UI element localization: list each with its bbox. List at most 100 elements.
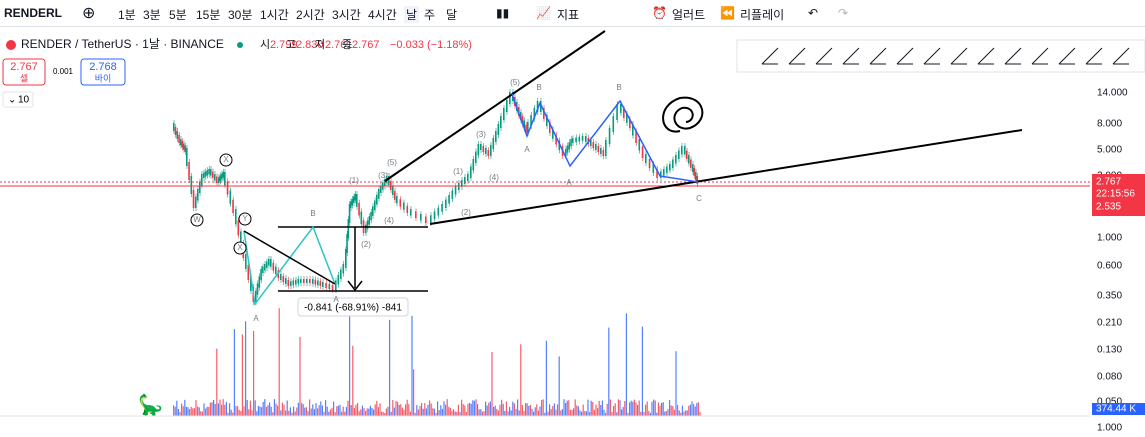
volume-bar [251,410,253,416]
volume-bar [429,400,431,416]
wave-circle [238,212,252,226]
volume-bar [297,402,299,416]
tool-icon[interactable] [1085,47,1103,65]
quantity-box[interactable] [2,91,34,108]
candle [678,150,680,159]
tool-icon[interactable] [1031,47,1049,65]
candle [365,224,367,233]
legend-title: RENDER / TetherUS · 1날 · BINANCE [21,37,224,51]
tool-icon[interactable] [869,47,887,65]
interval-button[interactable]: 15분 [196,8,221,22]
drawing-tools [761,47,1130,65]
candle [270,259,272,267]
volume-bar [608,327,610,416]
tool-icon[interactable] [1112,47,1130,65]
candle [578,136,581,142]
candle [340,269,342,279]
volume-bar [318,405,320,416]
volume-bar [629,402,631,416]
volume-bar [481,411,483,416]
interval-button[interactable]: 1시간 [260,8,289,22]
redo[interactable]: ↷ [838,6,849,20]
indicators-icon[interactable]: 📈 [536,6,551,20]
interval-button[interactable]: 달 [446,8,458,22]
candle [394,191,396,200]
volume-bar [334,412,336,416]
tool-icon[interactable] [950,47,968,65]
candle [237,220,240,236]
interval-button[interactable]: 1분 [118,8,136,22]
candle [448,195,450,204]
volume-bar [265,406,267,416]
volume-bar [582,404,584,416]
volume-bar [454,411,456,416]
volume-bar [445,404,447,416]
candle [686,150,688,159]
volume-bar [406,399,408,416]
volume-bar [587,399,589,416]
wave-label: B [616,83,621,92]
interval-button[interactable]: 5분 [169,8,187,22]
tool-icon[interactable] [923,47,941,65]
candle [224,172,226,186]
price-label: 8.000 [1097,119,1122,130]
candle [232,199,234,213]
volume-bar [238,409,240,416]
symbol-search[interactable]: RENDERL [4,6,63,20]
interval-button[interactable]: 4시간 [368,8,397,22]
volume-bar [641,326,643,416]
tool-icon[interactable] [977,47,995,65]
tool-icon[interactable] [842,47,860,65]
add-symbol[interactable]: ⊕ [82,5,96,22]
volume-bar [502,403,504,416]
replay-icon[interactable]: ⏪ [720,6,735,20]
interval-button[interactable]: 3시간 [332,8,361,22]
volume-bar [201,411,203,416]
volume-bar [457,404,459,416]
candle [688,155,690,164]
undo[interactable]: ↶ [808,6,819,20]
interval-button[interactable]: 3분 [143,8,161,22]
tool-icon[interactable] [1058,47,1076,65]
wave-label: (2) [461,208,471,217]
candle [592,142,595,148]
replay[interactable]: 리플레이 [740,8,785,22]
volume-bar [347,400,349,416]
volume-bar [195,400,197,416]
volume-bar [288,410,290,416]
volume-bar [547,411,549,416]
buy-price: 2.768 [89,61,117,73]
volume-bar [446,399,448,416]
tool-icon[interactable] [761,47,779,65]
volume-bar [176,400,178,416]
tool-icon[interactable] [896,47,914,65]
tool-icon[interactable] [815,47,833,65]
tool-icon[interactable] [1004,47,1022,65]
volume-bar [505,401,507,416]
interval-button[interactable]: 30분 [228,8,253,22]
candle [384,179,386,187]
volume-bar [536,404,538,416]
ohlc-open-label: 시 [260,39,270,51]
volume-bar [697,402,699,416]
chart-type[interactable]: ▮▮ [496,6,510,20]
volume-bar [478,409,480,416]
volume-bar [565,403,567,416]
buy-button[interactable] [80,58,126,86]
tool-icon[interactable] [788,47,806,65]
interval-button[interactable]: 주 [424,8,436,22]
sell-button[interactable] [2,58,46,86]
alert-icon[interactable]: ⏰ [652,6,667,20]
ohlc-close-label: 종 [342,39,352,51]
alert[interactable]: 얼러트 [672,8,706,22]
volume-bar [373,409,375,416]
interval-button[interactable]: 날 [404,6,420,23]
indicators[interactable]: 지표 [557,8,580,22]
interval-button[interactable]: 2시간 [296,8,325,22]
volume-bar [579,410,581,416]
candle [212,171,214,178]
candle [399,199,402,207]
candle [575,137,577,143]
candle [360,211,363,225]
volume-bar [470,403,472,416]
